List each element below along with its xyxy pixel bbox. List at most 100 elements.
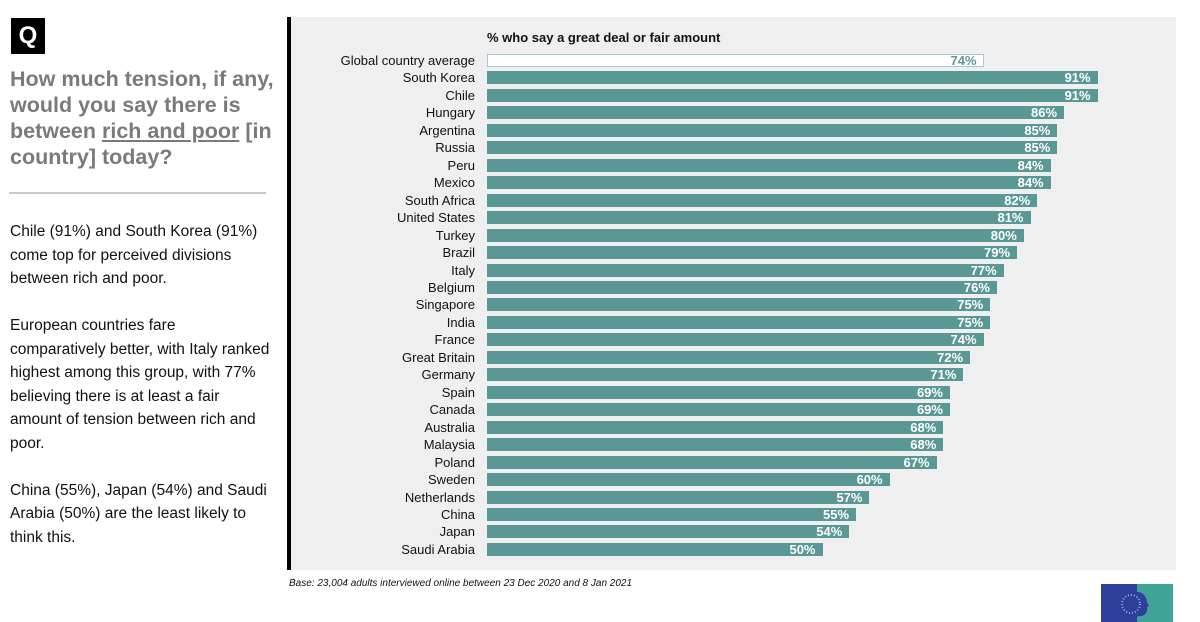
category-label: Australia bbox=[424, 419, 475, 435]
bar bbox=[487, 71, 1098, 85]
ipsos-logo bbox=[1101, 584, 1173, 622]
question-part: How much tension, if any, would you say … bbox=[10, 67, 274, 143]
category-label: Singapore bbox=[415, 297, 475, 313]
category-label: Poland bbox=[434, 454, 475, 470]
value-label: 68% bbox=[910, 437, 937, 453]
value-label: 67% bbox=[903, 454, 930, 470]
average-bar bbox=[487, 54, 984, 67]
bar bbox=[487, 211, 1031, 225]
value-label: 75% bbox=[957, 314, 984, 330]
value-label: 75% bbox=[957, 297, 984, 313]
bar bbox=[487, 193, 1038, 207]
note: Chile (91%) and South Korea (91%) come t… bbox=[10, 223, 258, 287]
chart-left-border bbox=[287, 17, 291, 570]
category-label: Peru bbox=[447, 157, 475, 173]
category-label: India bbox=[446, 314, 475, 330]
category-label: Hungary bbox=[425, 105, 475, 121]
bar bbox=[487, 368, 964, 382]
category-label: Russia bbox=[435, 140, 475, 156]
category-label: Argentina bbox=[419, 122, 475, 138]
value-label: 85% bbox=[1024, 140, 1051, 156]
divider bbox=[9, 192, 266, 194]
category-label: Mexico bbox=[433, 175, 475, 191]
question-underlined: rich and poor bbox=[102, 119, 240, 143]
question-part: [in country] today? bbox=[10, 119, 272, 169]
value-label: 77% bbox=[970, 262, 997, 278]
category-label: Brazil bbox=[442, 245, 475, 261]
value-label: 91% bbox=[1064, 70, 1091, 86]
category-label: Global country average bbox=[340, 53, 475, 68]
bar bbox=[487, 473, 890, 487]
category-label: Belgium bbox=[428, 279, 475, 295]
bar bbox=[487, 333, 984, 347]
category-label: Netherlands bbox=[404, 489, 475, 505]
base-note: Base: 23,004 adults interviewed online b… bbox=[289, 578, 633, 589]
value-label: 81% bbox=[997, 210, 1024, 226]
value-label: 60% bbox=[856, 472, 883, 488]
category-label: South Korea bbox=[402, 70, 475, 86]
category-label: Sweden bbox=[428, 472, 475, 488]
value-label: 86% bbox=[1031, 105, 1058, 121]
bar bbox=[487, 228, 1024, 242]
bar bbox=[487, 141, 1058, 155]
bar bbox=[487, 350, 971, 364]
bar bbox=[487, 420, 944, 434]
value-label: 85% bbox=[1024, 122, 1051, 138]
bar bbox=[487, 123, 1058, 137]
question-text: How much tension, if any, would you say … bbox=[10, 66, 275, 170]
category-label: Great Britain bbox=[402, 349, 475, 365]
value-label: 76% bbox=[963, 279, 990, 295]
value-label: 54% bbox=[816, 524, 843, 540]
value-label: 84% bbox=[1017, 175, 1044, 191]
bar bbox=[487, 315, 991, 329]
bar bbox=[487, 158, 1051, 172]
category-label: France bbox=[434, 332, 475, 348]
bar bbox=[487, 263, 1004, 277]
bar bbox=[487, 280, 997, 294]
value-label: 80% bbox=[990, 227, 1017, 243]
bar bbox=[487, 490, 870, 504]
category-label: South Africa bbox=[404, 192, 475, 208]
value-label: 79% bbox=[984, 245, 1011, 261]
chart-title: % who say a great deal or fair amount bbox=[487, 30, 721, 45]
value-label: 68% bbox=[910, 419, 937, 435]
category-label: Canada bbox=[429, 402, 475, 418]
category-label: Spain bbox=[441, 384, 475, 400]
bar bbox=[487, 246, 1018, 260]
bar bbox=[487, 88, 1098, 102]
bar bbox=[487, 525, 850, 539]
value-label: 55% bbox=[823, 506, 850, 522]
category-label: United States bbox=[396, 210, 475, 226]
bar bbox=[487, 403, 950, 417]
notes: Chile (91%) and South Korea (91%) come t… bbox=[10, 220, 270, 573]
category-label: Germany bbox=[421, 367, 475, 383]
note: China (55%), Japan (54%) and Saudi Arabi… bbox=[10, 481, 267, 546]
question-badge: Q bbox=[11, 18, 45, 54]
category-label: Saudi Arabia bbox=[401, 541, 475, 557]
bar bbox=[487, 298, 991, 312]
value-label: 91% bbox=[1064, 87, 1091, 103]
category-label: Japan bbox=[439, 524, 475, 540]
bar bbox=[487, 176, 1051, 190]
value-label: 84% bbox=[1017, 157, 1044, 173]
value-label: 69% bbox=[916, 402, 943, 418]
value-label: 74% bbox=[950, 332, 977, 348]
bar bbox=[487, 542, 823, 556]
category-label: Turkey bbox=[435, 227, 475, 243]
value-label: 69% bbox=[916, 384, 943, 400]
bar bbox=[487, 106, 1065, 120]
category-label: Italy bbox=[451, 262, 475, 278]
value-label: 50% bbox=[789, 541, 816, 557]
category-label: Chile bbox=[445, 87, 475, 103]
value-label: 57% bbox=[836, 489, 863, 505]
bar bbox=[487, 507, 857, 521]
value-label: 72% bbox=[937, 349, 964, 365]
value-label: 71% bbox=[930, 367, 957, 383]
bar bbox=[487, 385, 950, 399]
category-label: China bbox=[441, 506, 475, 522]
category-label: Malaysia bbox=[423, 437, 475, 453]
bar bbox=[487, 438, 944, 452]
note: European countries fare comparatively be… bbox=[10, 317, 270, 452]
bar bbox=[487, 455, 937, 469]
value-label: 74% bbox=[950, 53, 977, 68]
